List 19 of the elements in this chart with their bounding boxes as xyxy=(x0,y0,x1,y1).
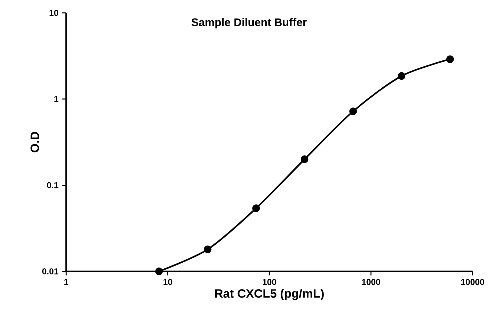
y-tick-label: 1 xyxy=(54,96,59,102)
y-tick-label: 10 xyxy=(50,10,58,16)
point xyxy=(155,268,164,276)
x-tick-label: 1000 xyxy=(362,279,380,286)
point xyxy=(252,204,260,212)
y-tick-label: 0.1 xyxy=(47,182,59,188)
x-axis-title: Rat CXCL5 (pg/mL) xyxy=(215,289,324,300)
chart-title: Sample Diluent Buffer xyxy=(192,18,307,29)
point xyxy=(300,156,309,164)
x-tick-label: 10 xyxy=(164,279,172,286)
point xyxy=(398,72,406,80)
y-tick-label: 0.01 xyxy=(42,268,59,275)
point xyxy=(204,246,212,254)
x-tick-label: 1 xyxy=(64,279,69,286)
x-tick-label: 100 xyxy=(263,279,276,286)
y-axis-title: O.D xyxy=(30,132,40,153)
point xyxy=(350,108,358,116)
point xyxy=(446,56,454,64)
x-tick-label: 10000 xyxy=(461,279,484,286)
